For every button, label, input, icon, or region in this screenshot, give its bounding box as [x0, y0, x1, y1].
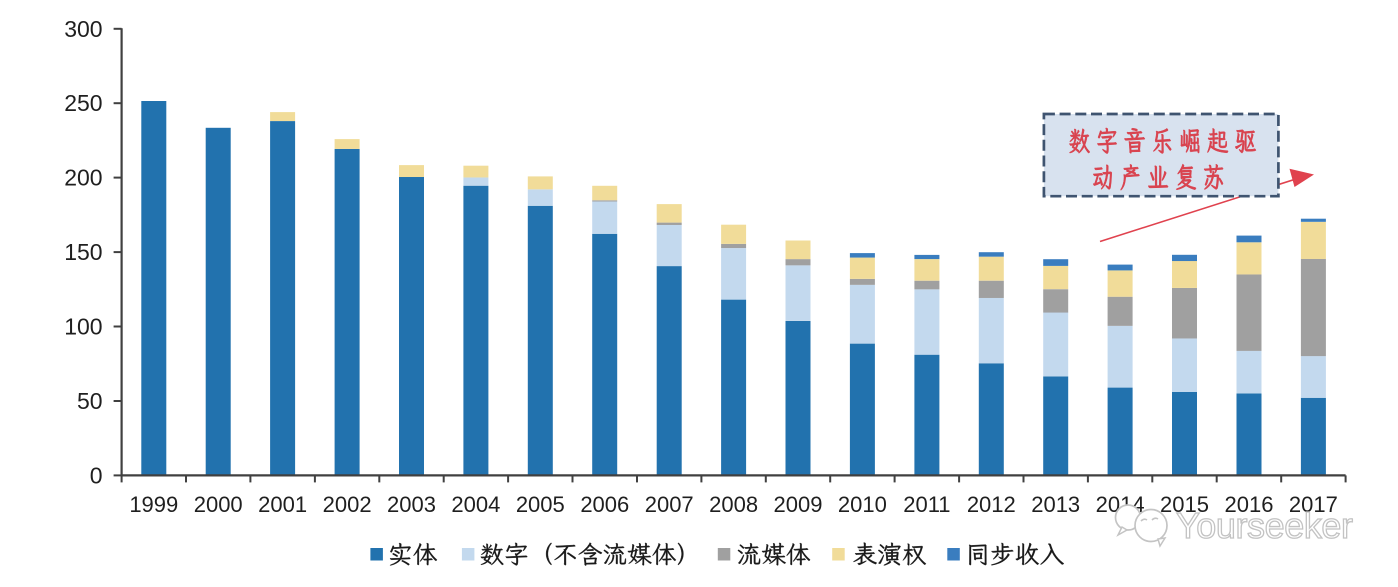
svg-text:1999: 1999 — [129, 492, 178, 517]
svg-text:200: 200 — [64, 165, 102, 191]
svg-text:2015: 2015 — [1160, 492, 1209, 517]
svg-text:100: 100 — [64, 314, 102, 340]
svg-text:2011: 2011 — [903, 492, 950, 517]
svg-text:150: 150 — [64, 239, 102, 265]
svg-text:2009: 2009 — [774, 492, 823, 517]
svg-text:2003: 2003 — [387, 492, 436, 517]
svg-text:2012: 2012 — [967, 492, 1016, 517]
svg-text:50: 50 — [77, 388, 103, 414]
svg-text:2005: 2005 — [516, 492, 565, 517]
svg-text:0: 0 — [90, 462, 103, 488]
svg-text:2001: 2001 — [258, 492, 307, 517]
svg-text:2017: 2017 — [1289, 492, 1338, 517]
svg-text:300: 300 — [64, 16, 102, 42]
svg-text:2013: 2013 — [1031, 492, 1080, 517]
svg-text:Yourseeker: Yourseeker — [1176, 505, 1353, 546]
svg-text:2006: 2006 — [580, 492, 629, 517]
svg-text:2016: 2016 — [1225, 492, 1274, 517]
svg-text:2010: 2010 — [838, 492, 887, 517]
svg-text:2008: 2008 — [709, 492, 758, 517]
svg-text:2000: 2000 — [194, 492, 243, 517]
svg-text:2007: 2007 — [645, 492, 694, 517]
svg-text:250: 250 — [64, 90, 102, 116]
svg-text:2002: 2002 — [323, 492, 372, 517]
svg-text:2004: 2004 — [451, 492, 500, 517]
